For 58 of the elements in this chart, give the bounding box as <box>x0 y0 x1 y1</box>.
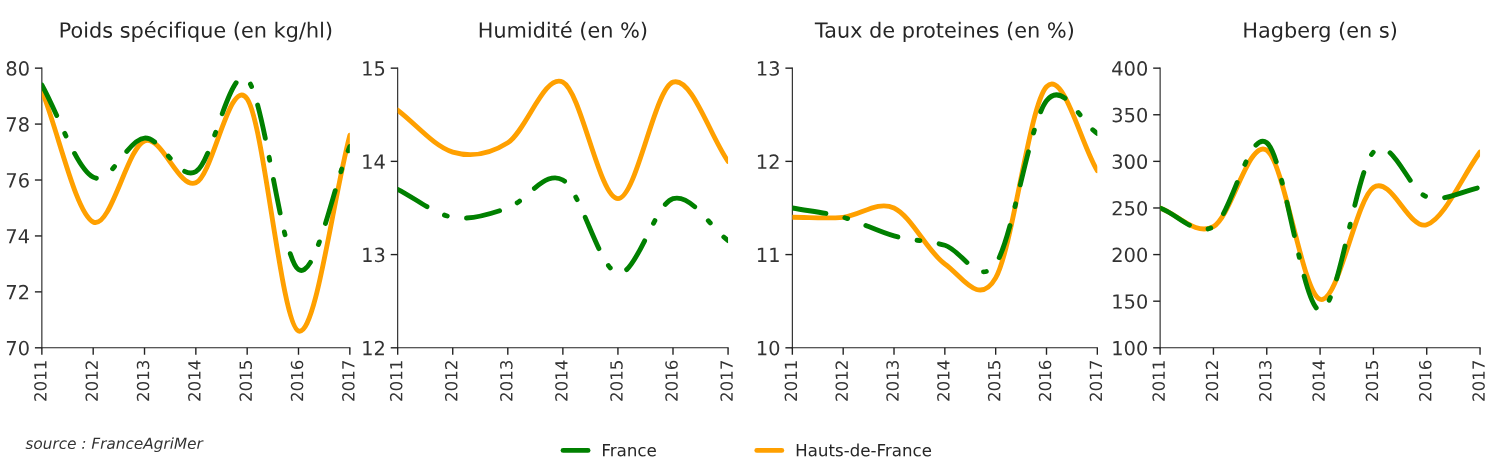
y-tick-label: 150 <box>1113 294 1148 309</box>
y-tick-label: 350 <box>1112 107 1148 123</box>
y-tick-label: 80 <box>6 61 29 76</box>
chart-title: Poids spécifique (en kg/hl) <box>60 20 332 42</box>
line-series <box>397 79 729 202</box>
x-tick-label: 2012 <box>85 361 99 401</box>
x-tick-label: 2015 <box>1365 361 1379 401</box>
legend-label: Hauts-de-France <box>796 443 932 457</box>
x-tick-label: 2014 <box>937 360 950 401</box>
x-tick-label: 2016 <box>1418 360 1432 401</box>
x-tick-label: 2015 <box>239 361 253 401</box>
y-tick-label: 13 <box>363 247 385 263</box>
x-tick-label: 2013 <box>1258 360 1272 401</box>
x-tick-label: 2014 <box>188 360 201 401</box>
y-tick-label: 100 <box>1113 340 1148 356</box>
y-tick-label: 15 <box>363 61 385 76</box>
y-tick-label: 12 <box>363 340 384 356</box>
x-tick-label: 2012 <box>835 361 849 401</box>
x-tick-label: 2016 <box>1038 360 1052 401</box>
legend-label: France <box>603 444 656 457</box>
x-tick-label: 2011 <box>1152 361 1165 401</box>
x-tick-label: 2016 <box>665 360 678 401</box>
y-tick-label: 78 <box>6 117 29 132</box>
chart-title: Humidité (en %) <box>479 20 647 41</box>
y-tick-label: 14 <box>363 154 385 169</box>
x-tick-label: 2012 <box>444 361 458 401</box>
y-tick-label: 10 <box>757 340 780 356</box>
line-series <box>41 88 350 334</box>
x-tick-label: 2011 <box>34 361 47 401</box>
y-tick-label: 12 <box>757 154 779 169</box>
x-tick-label: 2013 <box>500 360 513 401</box>
x-tick-label: 2011 <box>389 361 403 401</box>
y-tick-label: 250 <box>1112 200 1148 216</box>
chart-title: Hagberg (en s) <box>1244 21 1397 42</box>
x-tick-label: 2017 <box>1472 361 1485 401</box>
y-tick-label: 400 <box>1112 61 1148 76</box>
x-tick-label: 2012 <box>1205 361 1219 401</box>
x-tick-label: 2017 <box>1089 361 1103 401</box>
x-tick-label: 2013 <box>136 360 150 401</box>
x-tick-label: 2014 <box>555 360 568 401</box>
x-tick-label: 2015 <box>987 361 1001 401</box>
x-tick-label: 2011 <box>784 361 798 401</box>
x-tick-label: 2013 <box>886 360 899 401</box>
y-tick-label: 200 <box>1112 247 1148 263</box>
y-tick-label: 300 <box>1112 154 1148 170</box>
y-tick-label: 70 <box>6 340 29 356</box>
y-tick-label: 13 <box>757 61 779 76</box>
x-tick-label: 2014 <box>1312 360 1325 401</box>
x-tick-label: 2015 <box>610 361 623 401</box>
x-tick-label: 2017 <box>342 361 355 401</box>
y-tick-label: 76 <box>6 172 29 188</box>
chart-title: Taux de proteines (en %) <box>814 21 1073 42</box>
x-tick-label: 2017 <box>720 361 733 401</box>
y-tick-label: 11 <box>757 247 779 262</box>
x-tick-label: 2016 <box>290 360 304 401</box>
y-tick-label: 72 <box>6 284 29 300</box>
y-tick-label: 74 <box>6 229 29 244</box>
source-note: source : FranceAgriMer <box>25 437 204 453</box>
